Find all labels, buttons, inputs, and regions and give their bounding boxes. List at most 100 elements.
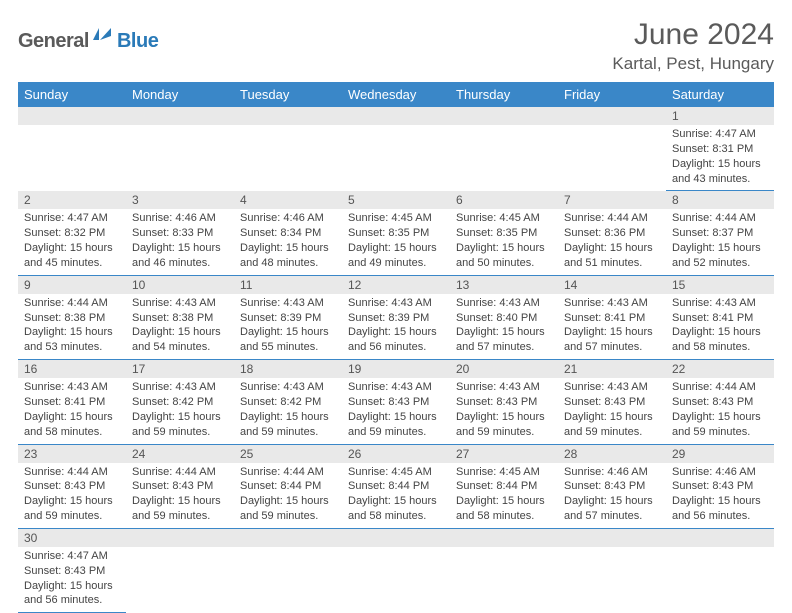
daylight-line: Daylight: 15 hours and 58 minutes. (24, 410, 120, 440)
day-content-cell: Sunrise: 4:43 AMSunset: 8:43 PMDaylight:… (558, 378, 666, 444)
sunrise-line: Sunrise: 4:46 AM (240, 211, 336, 226)
sunset-line: Sunset: 8:38 PM (132, 311, 228, 326)
daylight-line: Daylight: 15 hours and 57 minutes. (456, 325, 552, 355)
day-number-cell: 9 (18, 275, 126, 294)
day-number-row: 1 (18, 107, 774, 125)
sunset-line: Sunset: 8:39 PM (348, 311, 444, 326)
day-number-cell: 1 (666, 107, 774, 125)
day-content-cell (342, 547, 450, 613)
day-number-cell (342, 107, 450, 125)
sunrise-line: Sunrise: 4:43 AM (348, 380, 444, 395)
day-content-cell: Sunrise: 4:44 AMSunset: 8:38 PMDaylight:… (18, 294, 126, 360)
day-number-cell: 13 (450, 275, 558, 294)
day-content-cell: Sunrise: 4:46 AMSunset: 8:43 PMDaylight:… (666, 463, 774, 529)
day-number-cell: 12 (342, 275, 450, 294)
sunset-line: Sunset: 8:39 PM (240, 311, 336, 326)
day-content-cell: Sunrise: 4:43 AMSunset: 8:41 PMDaylight:… (558, 294, 666, 360)
sunset-line: Sunset: 8:33 PM (132, 226, 228, 241)
day-content-row: Sunrise: 4:44 AMSunset: 8:43 PMDaylight:… (18, 463, 774, 529)
calendar-body: 1Sunrise: 4:47 AMSunset: 8:31 PMDaylight… (18, 107, 774, 613)
daylight-line: Daylight: 15 hours and 59 minutes. (132, 494, 228, 524)
day-number-cell: 11 (234, 275, 342, 294)
sunset-line: Sunset: 8:36 PM (564, 226, 660, 241)
day-content-cell: Sunrise: 4:45 AMSunset: 8:44 PMDaylight:… (342, 463, 450, 529)
sunrise-line: Sunrise: 4:43 AM (456, 380, 552, 395)
daylight-line: Daylight: 15 hours and 49 minutes. (348, 241, 444, 271)
day-content-cell (126, 547, 234, 613)
day-number-cell: 21 (558, 360, 666, 379)
daylight-line: Daylight: 15 hours and 59 minutes. (132, 410, 228, 440)
brand-logo: General Blue (18, 26, 158, 57)
daylight-line: Daylight: 15 hours and 43 minutes. (672, 157, 768, 187)
day-number-cell: 26 (342, 444, 450, 463)
day-number-cell: 30 (18, 528, 126, 547)
sunset-line: Sunset: 8:42 PM (132, 395, 228, 410)
day-content-cell: Sunrise: 4:43 AMSunset: 8:43 PMDaylight:… (450, 378, 558, 444)
day-number-cell: 14 (558, 275, 666, 294)
daylight-line: Daylight: 15 hours and 54 minutes. (132, 325, 228, 355)
day-number-cell: 29 (666, 444, 774, 463)
sunrise-line: Sunrise: 4:45 AM (456, 211, 552, 226)
sunrise-line: Sunrise: 4:44 AM (672, 380, 768, 395)
day-content-cell: Sunrise: 4:46 AMSunset: 8:33 PMDaylight:… (126, 209, 234, 275)
sunrise-line: Sunrise: 4:43 AM (564, 296, 660, 311)
page-header: General Blue June 2024 Kartal, Pest, Hun… (18, 18, 774, 74)
day-content-cell (558, 125, 666, 191)
day-number-row: 30 (18, 528, 774, 547)
day-number-row: 9101112131415 (18, 275, 774, 294)
day-number-cell (558, 107, 666, 125)
day-content-cell: Sunrise: 4:47 AMSunset: 8:43 PMDaylight:… (18, 547, 126, 613)
day-content-cell: Sunrise: 4:43 AMSunset: 8:43 PMDaylight:… (342, 378, 450, 444)
day-number-cell (234, 107, 342, 125)
weekday-header-row: Sunday Monday Tuesday Wednesday Thursday… (18, 82, 774, 107)
day-content-cell (234, 125, 342, 191)
day-number-cell (18, 107, 126, 125)
day-content-cell: Sunrise: 4:43 AMSunset: 8:38 PMDaylight:… (126, 294, 234, 360)
day-content-cell: Sunrise: 4:47 AMSunset: 8:31 PMDaylight:… (666, 125, 774, 191)
day-content-cell: Sunrise: 4:47 AMSunset: 8:32 PMDaylight:… (18, 209, 126, 275)
sunrise-line: Sunrise: 4:43 AM (564, 380, 660, 395)
day-content-row: Sunrise: 4:43 AMSunset: 8:41 PMDaylight:… (18, 378, 774, 444)
sunset-line: Sunset: 8:43 PM (132, 479, 228, 494)
sunset-line: Sunset: 8:44 PM (348, 479, 444, 494)
day-number-cell: 7 (558, 191, 666, 210)
day-number-cell: 8 (666, 191, 774, 210)
sunset-line: Sunset: 8:43 PM (456, 395, 552, 410)
day-content-row: Sunrise: 4:47 AMSunset: 8:31 PMDaylight:… (18, 125, 774, 191)
sunset-line: Sunset: 8:43 PM (24, 564, 120, 579)
weekday-header: Thursday (450, 82, 558, 107)
sunrise-line: Sunrise: 4:43 AM (672, 296, 768, 311)
daylight-line: Daylight: 15 hours and 58 minutes. (672, 325, 768, 355)
day-content-cell: Sunrise: 4:43 AMSunset: 8:42 PMDaylight:… (234, 378, 342, 444)
weekday-header: Monday (126, 82, 234, 107)
sunrise-line: Sunrise: 4:45 AM (456, 465, 552, 480)
day-content-cell (18, 125, 126, 191)
sunrise-line: Sunrise: 4:43 AM (24, 380, 120, 395)
sunrise-line: Sunrise: 4:44 AM (564, 211, 660, 226)
sunrise-line: Sunrise: 4:43 AM (132, 296, 228, 311)
day-number-cell: 2 (18, 191, 126, 210)
day-number-cell: 5 (342, 191, 450, 210)
day-number-cell (450, 107, 558, 125)
daylight-line: Daylight: 15 hours and 50 minutes. (456, 241, 552, 271)
day-content-cell: Sunrise: 4:43 AMSunset: 8:39 PMDaylight:… (234, 294, 342, 360)
daylight-line: Daylight: 15 hours and 57 minutes. (564, 494, 660, 524)
daylight-line: Daylight: 15 hours and 56 minutes. (348, 325, 444, 355)
day-number-cell: 25 (234, 444, 342, 463)
brand-name-2: Blue (117, 30, 158, 53)
title-block: June 2024 Kartal, Pest, Hungary (612, 18, 774, 74)
sunset-line: Sunset: 8:44 PM (456, 479, 552, 494)
daylight-line: Daylight: 15 hours and 48 minutes. (240, 241, 336, 271)
weekday-header: Tuesday (234, 82, 342, 107)
day-content-cell: Sunrise: 4:45 AMSunset: 8:35 PMDaylight:… (342, 209, 450, 275)
sunrise-line: Sunrise: 4:43 AM (240, 296, 336, 311)
day-number-cell (126, 107, 234, 125)
day-number-cell (666, 528, 774, 547)
sunrise-line: Sunrise: 4:45 AM (348, 465, 444, 480)
day-number-cell: 22 (666, 360, 774, 379)
day-number-cell (558, 528, 666, 547)
day-number-cell: 17 (126, 360, 234, 379)
day-content-cell: Sunrise: 4:43 AMSunset: 8:42 PMDaylight:… (126, 378, 234, 444)
day-number-cell (126, 528, 234, 547)
sunset-line: Sunset: 8:41 PM (24, 395, 120, 410)
